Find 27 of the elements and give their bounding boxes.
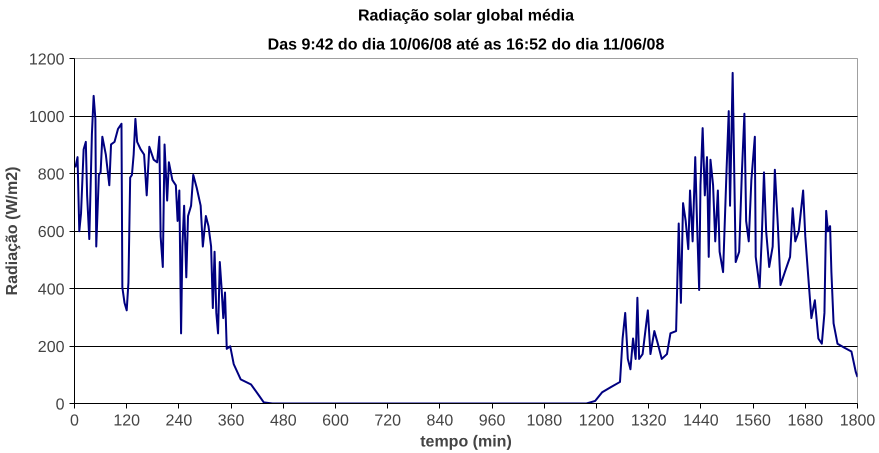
chart-title: Radiação solar global média bbox=[358, 8, 574, 24]
y-tick-label: 800 bbox=[38, 166, 65, 184]
x-tick-label: 360 bbox=[218, 412, 245, 430]
x-axis-title: tempo (min) bbox=[420, 434, 512, 450]
x-tick-label: 1560 bbox=[735, 412, 771, 430]
y-tick-label: 1000 bbox=[28, 109, 65, 126]
x-tick-label: 1680 bbox=[788, 412, 824, 430]
x-tick-label: 840 bbox=[426, 412, 454, 430]
x-tick-label: 600 bbox=[322, 412, 349, 430]
x-tick-label: 120 bbox=[113, 412, 140, 430]
x-tick-label: 480 bbox=[270, 412, 297, 430]
y-axis-title: Radiação (W/m2) bbox=[4, 166, 21, 296]
y-tick-label: 0 bbox=[56, 396, 65, 414]
x-tick-label: 1200 bbox=[578, 412, 614, 430]
x-tick-label: 0 bbox=[70, 412, 80, 430]
x-tick-label: 960 bbox=[478, 412, 506, 430]
x-tick-label: 1080 bbox=[526, 412, 562, 430]
y-tick-label: 1200 bbox=[28, 52, 65, 68]
x-tick-label: 1800 bbox=[840, 412, 876, 430]
x-tick-label: 240 bbox=[166, 412, 192, 430]
x-tick-label: 1320 bbox=[630, 412, 667, 430]
y-tick-label: 400 bbox=[38, 282, 65, 298]
x-tick-label: 1440 bbox=[683, 412, 719, 430]
chart-subtitle: Das 9:42 do dia 10/06/08 até as 16:52 do dia 11/06/08 bbox=[268, 36, 664, 54]
x-tick-label: 720 bbox=[374, 412, 402, 430]
y-tick-label: 200 bbox=[38, 339, 65, 356]
y-tick-label: 600 bbox=[38, 224, 65, 241]
